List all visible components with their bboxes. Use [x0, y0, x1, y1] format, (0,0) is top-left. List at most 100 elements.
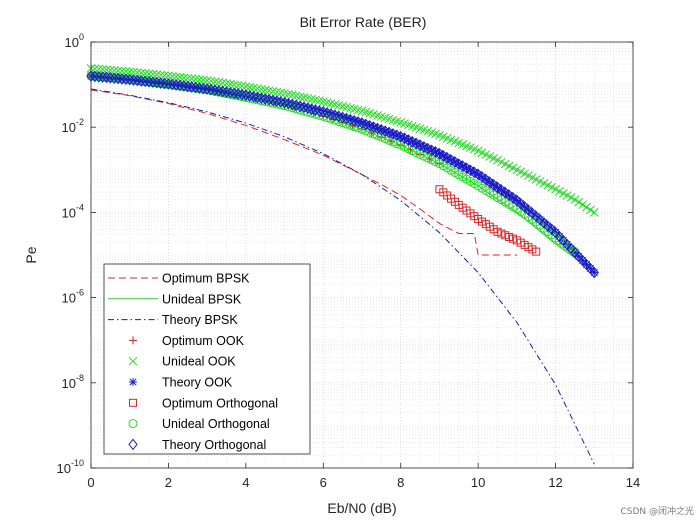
data-point: [249, 83, 258, 93]
data-point: [187, 81, 197, 93]
data-point: [183, 73, 193, 83]
data-point: [206, 83, 216, 96]
data-point: [121, 67, 131, 76]
data-point: [125, 67, 135, 77]
data-point: [136, 75, 146, 87]
data-point: [128, 74, 139, 86]
series-optimum-orthogonal: [435, 185, 541, 256]
data-point: [268, 87, 278, 96]
data-point: [179, 73, 189, 83]
y-tick-label: 10-4: [62, 202, 84, 220]
data-point: [229, 87, 239, 100]
data-point: [501, 188, 510, 197]
data-point: [570, 246, 580, 259]
data-point: [307, 103, 317, 115]
data-point: [462, 164, 471, 173]
data-point: [574, 250, 584, 263]
series-optimum-bpsk: [90, 89, 517, 256]
data-point: [489, 180, 498, 189]
data-point: [225, 86, 236, 99]
y-tick-label: 100: [65, 32, 84, 50]
data-point: [195, 75, 204, 84]
data-point: [190, 81, 201, 94]
data-point: [303, 102, 313, 114]
data-point: [474, 170, 483, 179]
data-point: [539, 217, 549, 229]
data-point: [481, 175, 490, 184]
data-point: [202, 76, 212, 85]
legend-box: [103, 263, 311, 455]
legend-label: Unideal BPSK: [162, 292, 242, 306]
data-point: [109, 66, 119, 75]
data-point: [102, 65, 111, 75]
data-point: [354, 117, 363, 126]
data-point: [435, 149, 444, 158]
legend-item: Optimum OOK: [129, 334, 245, 348]
data-point: [152, 76, 162, 89]
data-point: [233, 80, 243, 90]
legend-label: Theory BPSK: [162, 313, 238, 327]
data-point: [276, 96, 286, 108]
data-point: [272, 95, 282, 107]
legend-item: Unideal BPSK: [108, 292, 242, 306]
data-point: [527, 207, 537, 220]
data-point: [252, 91, 263, 104]
data-point: [458, 162, 467, 171]
x-tick-label: 10: [471, 475, 485, 490]
data-point: [283, 97, 294, 110]
data-point: [427, 146, 436, 155]
data-point: [523, 204, 534, 216]
data-point: [396, 132, 405, 141]
data-point: [408, 137, 417, 146]
x-tick-label: 8: [397, 475, 404, 490]
data-point: [90, 64, 100, 74]
legend-marker-sample: [128, 356, 138, 366]
y-axis-ticks: 100 10-2 10-4 10-6 10-8 10-10: [57, 32, 633, 476]
data-point: [272, 87, 282, 97]
legend-item: Unideal OOK: [128, 355, 236, 369]
legend-item: Optimum BPSK: [108, 272, 250, 286]
data-point: [194, 82, 205, 94]
y-tick-label: 10-2: [62, 117, 84, 135]
legend-marker-sample: [128, 419, 138, 429]
data-point: [554, 230, 565, 243]
data-point: [129, 67, 138, 77]
data-point: [512, 194, 522, 207]
data-point: [543, 221, 552, 230]
data-point: [519, 201, 530, 213]
data-point: [237, 81, 247, 91]
x-tick-label: 14: [626, 475, 640, 490]
x-tick-label: 0: [87, 475, 94, 490]
data-point: [210, 84, 220, 97]
data-point: [578, 254, 588, 267]
legend-label: Optimum Orthogonal: [162, 396, 278, 410]
data-point: [551, 228, 560, 237]
data-point: [248, 90, 259, 103]
data-point: [202, 83, 212, 95]
series-line: [90, 89, 517, 256]
data-point: [384, 135, 394, 145]
data-point: [581, 258, 592, 271]
data-point: [358, 118, 366, 127]
data-point: [532, 212, 541, 221]
data-point: [125, 73, 135, 86]
data-point: [260, 93, 270, 105]
data-point: [113, 72, 123, 85]
legend-marker-sample: [129, 336, 137, 345]
x-tick-label: 6: [320, 475, 327, 490]
data-point: [586, 264, 595, 273]
data-point: [478, 173, 487, 182]
data-point: [117, 66, 127, 76]
data-point: [531, 210, 541, 223]
legend-marker-sample: [129, 378, 137, 386]
series-theory-orthogonal: [86, 70, 599, 279]
data-point: [140, 69, 150, 78]
data-point: [330, 111, 339, 120]
data-point: [167, 78, 177, 91]
data-point: [350, 116, 359, 125]
data-point: [416, 141, 425, 150]
data-point: [570, 195, 580, 204]
data-point: [218, 78, 227, 88]
data-point: [98, 65, 107, 74]
